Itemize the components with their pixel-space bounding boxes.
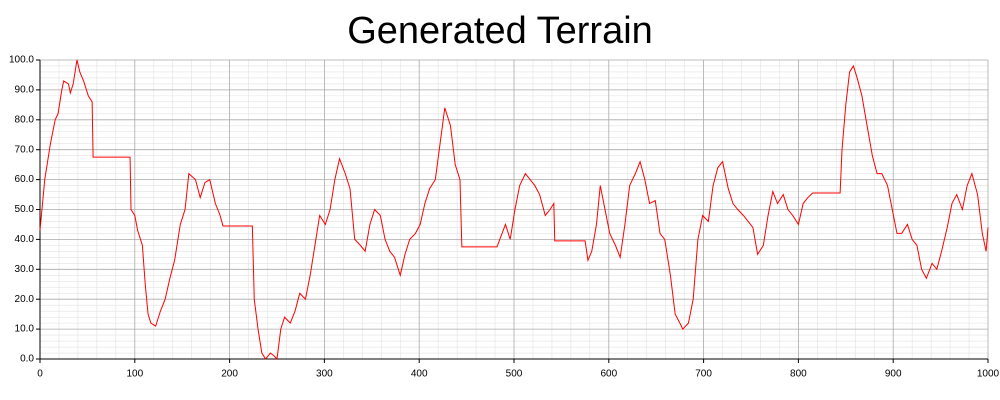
y-tick-label: 70.0 bbox=[15, 144, 35, 155]
x-tick-label: 200 bbox=[221, 369, 238, 380]
x-tick-label: 900 bbox=[885, 369, 902, 380]
x-tick-label: 100 bbox=[126, 369, 143, 380]
x-tick-label: 300 bbox=[316, 369, 333, 380]
y-tick-label: 60.0 bbox=[15, 174, 35, 185]
y-tick-label: 90.0 bbox=[15, 85, 35, 96]
y-tick-label: 20.0 bbox=[15, 294, 35, 305]
x-tick-label: 400 bbox=[411, 369, 428, 380]
x-tick-label: 600 bbox=[600, 369, 617, 380]
y-tick-label: 50.0 bbox=[15, 204, 35, 215]
x-tick-label: 0 bbox=[37, 369, 43, 380]
chart-title: Generated Terrain bbox=[347, 10, 653, 52]
terrain-line bbox=[39, 59, 989, 361]
y-tick-label: 0.0 bbox=[20, 354, 34, 365]
y-tick-label: 100.0 bbox=[9, 55, 34, 66]
y-tick-label: 40.0 bbox=[15, 234, 35, 245]
x-tick-label: 700 bbox=[695, 369, 712, 380]
x-tick-label: 1000 bbox=[977, 369, 1000, 380]
y-tick-label: 30.0 bbox=[15, 264, 35, 275]
y-tick-label: 80.0 bbox=[15, 114, 35, 125]
x-tick-label: 500 bbox=[506, 369, 523, 380]
y-tick-label: 10.0 bbox=[15, 324, 35, 335]
x-tick-label: 800 bbox=[790, 369, 807, 380]
